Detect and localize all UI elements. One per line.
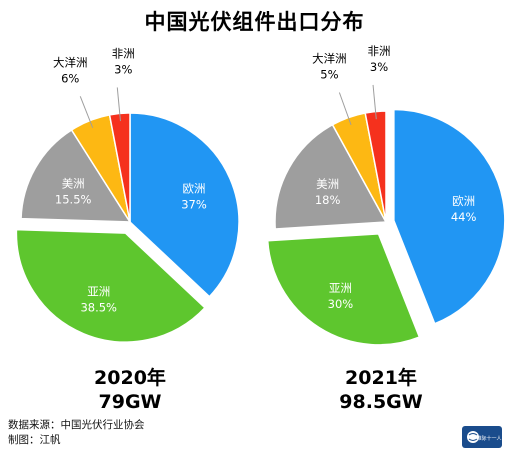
slice-value-americas: 18% <box>315 193 341 207</box>
credit-line: 制图：江帆 <box>8 434 61 446</box>
slice-value-europe: 37% <box>181 197 207 211</box>
source-line: 数据来源：中国光伏行业协会 <box>8 419 145 431</box>
slice-americas <box>20 128 132 223</box>
leader-line-oceania <box>338 92 352 126</box>
slice-name-europe: 欧洲 <box>452 194 475 208</box>
year-label: 2021年 <box>345 367 417 389</box>
slice-name-asia: 亚洲 <box>329 281 352 295</box>
slice-europe <box>393 108 506 325</box>
source-note: 数据来源：中国光伏行业协会 制图：江帆 <box>8 418 145 448</box>
slice-value-oceania: 6% <box>61 71 79 85</box>
slice-asia <box>15 228 206 343</box>
slice-name-europe: 欧洲 <box>183 181 206 195</box>
slice-name-asia: 亚洲 <box>87 285 110 299</box>
slice-europe <box>129 112 240 298</box>
leader-line-oceania <box>79 96 94 128</box>
slice-name-oceania: 大洋洲 <box>53 55 88 69</box>
slice-name-americas: 美洲 <box>62 177 85 191</box>
leader-line-africa <box>372 84 377 120</box>
slice-name-africa: 非洲 <box>368 44 391 58</box>
slice-value-africa: 3% <box>114 62 132 76</box>
slice-asia <box>266 233 421 346</box>
slice-americas <box>274 123 388 230</box>
slice-value-asia: 30% <box>328 297 354 311</box>
chart-caption-2020: 2020年 79GW <box>50 366 210 414</box>
slice-value-americas: 15.5% <box>55 193 92 207</box>
logo-text: 维际十一人 <box>476 435 501 442</box>
slice-value-europe: 44% <box>451 210 477 224</box>
slice-value-oceania: 5% <box>320 67 338 81</box>
total-label: 79GW <box>98 391 162 413</box>
pie-2021: 欧洲 44% 亚洲 30% 美洲 18% 大洋洲 5% 非洲 3% <box>266 44 506 346</box>
slice-name-oceania: 大洋洲 <box>312 51 347 65</box>
year-label: 2020年 <box>94 367 166 389</box>
total-label: 98.5GW <box>339 391 423 413</box>
leader-line-africa <box>116 87 121 122</box>
slice-value-asia: 38.5% <box>80 301 117 315</box>
slice-name-americas: 美洲 <box>316 177 339 191</box>
pie-2020: 欧洲 37% 亚洲 38.5% 美洲 15.5% 大洋洲 6% 非洲 3% <box>15 46 240 343</box>
slice-value-africa: 3% <box>370 60 388 74</box>
publisher-logo: 维际十一人 <box>462 426 502 448</box>
chart-caption-2021: 2021年 98.5GW <box>301 366 461 414</box>
chart-title: 中国光伏组件出口分布 <box>144 10 365 34</box>
slice-name-africa: 非洲 <box>112 46 135 60</box>
